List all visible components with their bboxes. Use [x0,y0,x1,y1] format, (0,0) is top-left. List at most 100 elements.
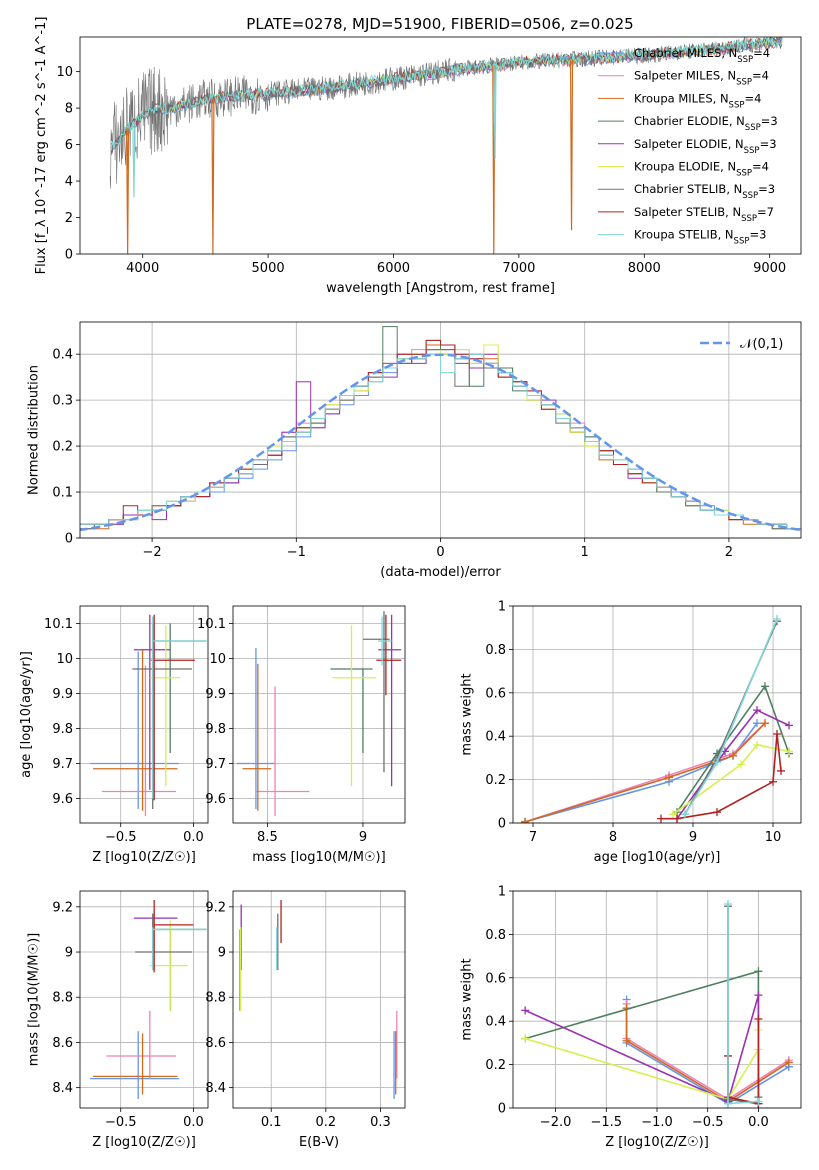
plot-area [236,611,402,816]
axes-frame [79,36,802,255]
plot-area [90,900,207,1099]
y-tick-label: 9.2 [205,900,226,915]
histogram-step-kroupa-stelib [80,353,801,530]
x-tick-label: 9000 [753,261,786,276]
data-point-marker [769,777,777,786]
data-point-marker [754,967,763,976]
data-point-marker [785,747,793,756]
x-tick-label: 5000 [252,261,285,276]
x-axis-label: wavelength [Angstrom, rest frame] [326,281,555,296]
y-tick-label: 0.2 [485,773,506,788]
legend-entry: Kroupa MILES, NSSP=4 [634,91,761,110]
y-tick-label: 0 [65,248,73,263]
y-axis-label: Flux [f_λ 10^-17 erg cm^-2 s^-1 A^-1] [34,17,49,275]
x-tick-label: 8 [609,830,617,845]
x-tick-label: −2 [143,545,162,560]
axes-frame [79,890,209,1109]
age-vs-mass-panel: 8.5 9 9.6 9.7 9.8 9.9 10 10.1 mass [log10(M/M☉)] [197,605,406,865]
plot-area [239,900,398,1099]
x-tick-label: 0 [436,545,444,560]
data-point-marker [777,766,785,775]
data-point-marker [713,808,721,817]
y-tick-label: 0.8 [485,928,506,943]
data-point-marker [761,719,769,728]
legend-entry: Chabrier ELODIE, NSSP=3 [634,114,778,133]
series-line-salpeter-elodie [676,709,790,820]
data-point-marker [521,817,529,823]
data-point-marker [521,1006,530,1015]
y-tick-label: 0 [498,817,506,832]
legend-entry: Salpeter ELODIE, NSSP=3 [634,137,777,156]
axes-frame [232,890,406,1109]
data-point-marker [753,740,761,749]
data-point-marker [785,721,793,730]
legend-entry: Salpeter STELIB, NSSP=7 [634,205,774,224]
y-tick-label: 0 [65,532,73,547]
x-tick-label: 1 [581,545,589,560]
x-axis-label: age [log10(age/yr)] [594,850,721,865]
x-tick-label: 8000 [628,261,661,276]
y-axis-label: mass [log10(M/M☉)] [27,933,42,1066]
y-tick-label: 9.9 [52,687,73,702]
axes-frame [512,890,802,1109]
x-tick-label: 9 [359,830,367,845]
data-point-marker [737,760,745,769]
y-tick-label: 9.2 [52,900,73,915]
legend-entry: Kroupa STELIB, NSSP=3 [634,228,766,247]
x-tick-label: 6000 [377,261,410,276]
x-tick-label: 0.3 [370,1115,391,1130]
figure-title: PLATE=0278, MJD=51900, FIBERID=0506, z=0… [246,15,633,33]
x-axis-label: Z [log10(Z/Z☉)] [92,850,196,865]
data-point-marker [681,810,689,819]
data-point-marker [673,814,681,823]
data-point-marker [713,758,721,767]
plot-area [109,37,783,254]
x-tick-label: 2 [725,545,733,560]
y-tick-label: 2 [65,211,73,226]
y-tick-label: 8.8 [205,991,226,1006]
x-axis-label: Z [log10(Z/Z☉)] [605,1135,709,1150]
y-tick-label: 9.6 [205,792,226,807]
legend-entry: 𝒩(0,1) [740,337,783,352]
series-line-chabrier-elodie [676,684,790,813]
absorption-line [493,65,497,160]
y-tick-label: 10 [56,652,73,667]
y-tick-label: 8.6 [52,1036,73,1051]
x-tick-label: 7 [529,830,537,845]
x-tick-label: 8.5 [257,830,278,845]
legend-entry: Salpeter MILES, NSSP=4 [634,69,769,88]
data-point-marker [657,814,665,823]
x-tick-label: 7000 [502,261,535,276]
x-tick-label: −1.0 [641,1115,673,1130]
x-tick-label: −0.5 [105,830,137,845]
x-tick-label: −0.5 [105,1115,137,1130]
y-tick-label: 9.7 [52,757,73,772]
plot-area [80,326,801,532]
x-axis-label: (data-model)/error [380,565,501,580]
y-tick-label: 10 [209,652,226,667]
data-point-marker [521,1034,530,1043]
data-point-marker [773,730,781,739]
data-point-marker [754,1097,763,1106]
series-line-kroupa-elodie [672,744,790,815]
y-tick-label: 1 [498,600,506,615]
y-tick-label: 0.4 [485,730,506,745]
x-tick-label: −2.0 [540,1115,572,1130]
y-tick-label: 8 [65,102,73,117]
x-tick-label: 10 [765,830,782,845]
axes-frame [512,605,802,824]
y-tick-label: 0.1 [52,486,73,501]
plot-area [521,900,793,1108]
y-tick-label: 9.9 [205,687,226,702]
data-point-marker [761,682,769,691]
x-tick-label: 4000 [126,261,159,276]
data-point-marker [784,1058,793,1067]
y-tick-label: 9 [218,946,226,961]
y-tick-label: 9 [65,946,73,961]
data-point-marker [723,1099,732,1108]
plot-area [521,615,793,823]
mass-vs-reddening-panel: 0.1 0.2 0.3 8.4 8.6 8.8 9 9.2 E(B-V) [205,890,406,1150]
y-tick-label: 0 [498,1102,506,1117]
y-tick-label: 0.8 [485,643,506,658]
y-tick-label: 0.3 [52,394,73,409]
